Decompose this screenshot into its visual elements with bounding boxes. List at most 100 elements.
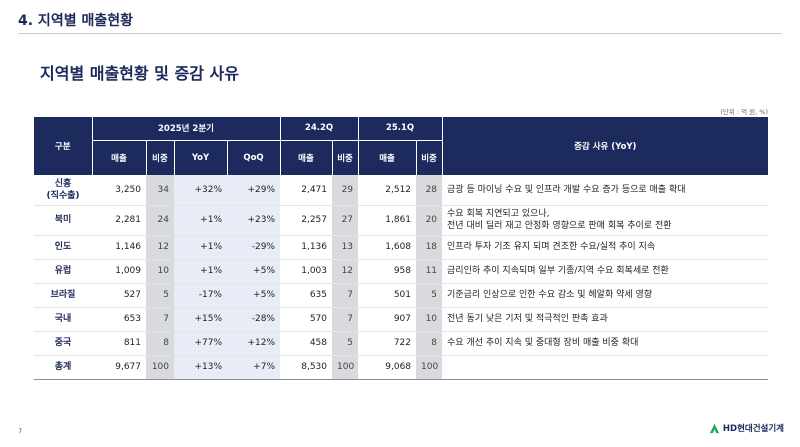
qoq-cell: +12% <box>227 331 280 356</box>
region-cell: 브라질 <box>34 283 92 308</box>
share-25-1q-cell: 100 <box>416 355 443 380</box>
sales-24-2q-cell: 458 <box>280 331 332 356</box>
sales-24-2q-cell: 635 <box>280 283 332 308</box>
share-24-2q-cell: 12 <box>332 259 359 284</box>
share-24-2q-cell: 100 <box>332 355 359 380</box>
share-cell: 34 <box>146 175 174 206</box>
yoy-cell: -17% <box>174 283 227 308</box>
qoq-cell: +5% <box>227 259 280 284</box>
share-24-2q-cell: 5 <box>332 331 359 356</box>
sales-cell: 3,250 <box>92 175 146 206</box>
sales-24-2q-cell: 570 <box>280 307 332 332</box>
share-25-1q-cell: 8 <box>416 331 443 356</box>
share-cell: 24 <box>146 205 174 236</box>
reason-cell: 수요 회복 지연되고 있으나, 전년 대비 딜러 재고 안정화 영향으로 판매 회… <box>442 205 769 236</box>
header-yoy: YoY <box>173 140 227 175</box>
sales-25-1q-cell: 2,512 <box>358 175 417 206</box>
share-cell: 8 <box>146 331 174 356</box>
share-cell: 10 <box>146 259 174 284</box>
sales-25-1q-cell: 1,608 <box>358 235 417 260</box>
sales-25-1q-cell: 1,861 <box>358 205 417 236</box>
yoy-cell: +1% <box>174 205 227 236</box>
sales-cell: 527 <box>92 283 146 308</box>
share-24-2q-cell: 13 <box>332 235 359 260</box>
sales-25-1q-cell: 958 <box>358 259 417 284</box>
sales-24-2q-cell: 2,257 <box>280 205 332 236</box>
reason-cell <box>442 355 769 380</box>
qoq-cell: -28% <box>227 307 280 332</box>
yoy-cell: +77% <box>174 331 227 356</box>
share-24-2q-cell: 27 <box>332 205 359 236</box>
sales-24-2q-cell: 8,530 <box>280 355 332 380</box>
header-sales-24-2q: 매출 <box>279 140 332 175</box>
table-row: 브라질 527 5 -17% +5% 635 7 501 5 기준금리 인상으로… <box>34 283 769 308</box>
share-cell: 12 <box>146 235 174 260</box>
regional-sales-table: 구분 2025년 2분기 24.2Q 25.1Q 증감 사유 (YoY) 매출 … <box>34 117 769 380</box>
reason-cell: 전년 동기 낮은 기저 및 적극적인 판촉 효과 <box>442 307 769 332</box>
header-sales-25-1q: 매출 <box>357 140 417 175</box>
reason-cell: 금광 등 마이닝 수요 및 인프라 개발 수요 증가 등으로 매출 확대 <box>442 175 769 206</box>
share-25-1q-cell: 20 <box>416 205 443 236</box>
sales-cell: 1,009 <box>92 259 146 284</box>
header-share-24-2q: 비중 <box>331 140 359 175</box>
header-group-25-1q: 25.1Q <box>357 117 443 141</box>
sales-cell: 2,281 <box>92 205 146 236</box>
yoy-cell: +1% <box>174 235 227 260</box>
region-cell: 북미 <box>34 205 92 236</box>
header-sales: 매출 <box>91 140 146 175</box>
header-region: 구분 <box>34 117 92 175</box>
table-row: 인도 1,146 12 +1% -29% 1,136 13 1,608 18 인… <box>34 235 769 260</box>
region-cell: 국내 <box>34 307 92 332</box>
title-divider <box>18 33 782 34</box>
qoq-cell: +29% <box>227 175 280 206</box>
share-25-1q-cell: 10 <box>416 307 443 332</box>
share-25-1q-cell: 18 <box>416 235 443 260</box>
sales-cell: 9,677 <box>92 355 146 380</box>
table-row: 신흥 (직수출) 3,250 34 +32% +29% 2,471 29 2,51… <box>34 175 769 206</box>
region-cell: 중국 <box>34 331 92 356</box>
qoq-cell: +7% <box>227 355 280 380</box>
header-group-24-2q: 24.2Q <box>279 117 359 141</box>
region-cell: 인도 <box>34 235 92 260</box>
yoy-cell: +15% <box>174 307 227 332</box>
table-row-total: 총계 9,677 100 +13% +7% 8,530 100 9,068 10… <box>34 355 769 380</box>
share-25-1q-cell: 11 <box>416 259 443 284</box>
company-logo: HD현대건설기계 <box>709 422 784 434</box>
sales-24-2q-cell: 1,003 <box>280 259 332 284</box>
header-share-25-1q: 비중 <box>415 140 443 175</box>
share-25-1q-cell: 5 <box>416 283 443 308</box>
sales-25-1q-cell: 722 <box>358 331 417 356</box>
sales-25-1q-cell: 501 <box>358 283 417 308</box>
reason-cell: 금리인하 추이 지속되며 일부 기종/지역 수요 회복세로 전환 <box>442 259 769 284</box>
yoy-cell: +32% <box>174 175 227 206</box>
logo-text: HD현대건설기계 <box>722 424 784 434</box>
yoy-cell: +13% <box>174 355 227 380</box>
reason-cell: 수요 개선 추이 지속 및 중대형 장비 매출 비중 확대 <box>442 331 769 356</box>
section-title: 4. 지역별 매출현황 <box>18 13 133 29</box>
region-cell: 신흥 (직수출) <box>34 175 92 206</box>
table-row: 북미 2,281 24 +1% +23% 2,257 27 1,861 20 수… <box>34 205 769 236</box>
share-24-2q-cell: 7 <box>332 283 359 308</box>
qoq-cell: +5% <box>227 283 280 308</box>
header-group-2025q2: 2025년 2분기 <box>91 117 280 141</box>
header-qoq: QoQ <box>226 140 280 175</box>
share-24-2q-cell: 29 <box>332 175 359 206</box>
sales-24-2q-cell: 1,136 <box>280 235 332 260</box>
yoy-cell: +1% <box>174 259 227 284</box>
sales-25-1q-cell: 9,068 <box>358 355 417 380</box>
hd-logo-icon <box>709 423 719 433</box>
unit-note: (단위 : 억 원, %) <box>720 108 768 116</box>
sales-25-1q-cell: 907 <box>358 307 417 332</box>
table-row: 유럽 1,009 10 +1% +5% 1,003 12 958 11 금리인하… <box>34 259 769 284</box>
qoq-cell: +23% <box>227 205 280 236</box>
share-cell: 100 <box>146 355 174 380</box>
share-cell: 7 <box>146 307 174 332</box>
share-24-2q-cell: 7 <box>332 307 359 332</box>
table-row: 중국 811 8 +77% +12% 458 5 722 8 수요 개선 추이 … <box>34 331 769 356</box>
region-cell: 유럽 <box>34 259 92 284</box>
header-reason: 증감 사유 (YoY) <box>441 117 769 175</box>
reason-cell: 인프라 투자 기조 유지 되며 견조한 수요/실적 추이 지속 <box>442 235 769 260</box>
page-title: 지역별 매출현황 및 증감 사유 <box>40 64 239 83</box>
sales-cell: 1,146 <box>92 235 146 260</box>
sales-cell: 653 <box>92 307 146 332</box>
